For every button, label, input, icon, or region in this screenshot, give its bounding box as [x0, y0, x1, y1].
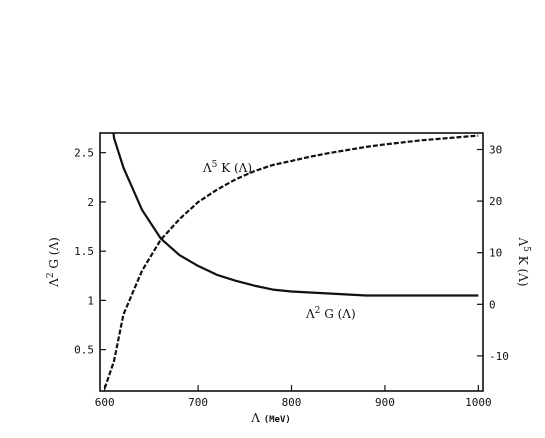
y-right-tick-label: 10	[489, 247, 502, 260]
y-left-label: Λ2 G (Λ)	[46, 237, 61, 288]
y-right-tick-label: 30	[489, 144, 502, 157]
x-tick-label: 1000	[465, 396, 492, 409]
annotation-g: Λ2 G (Λ)	[305, 306, 356, 321]
plot-frame	[99, 132, 484, 392]
y-right-tick-label: -10	[489, 350, 509, 363]
curves	[103, 133, 479, 389]
y-left-tick-label: 1.5	[74, 245, 94, 258]
x-axis-label: Λ (MeV)	[250, 411, 291, 425]
labels: Λ5 K (Λ) Λ2 G (Λ) Λ2 G (Λ) Λ5 K (Λ) Λ (MeV)	[46, 160, 531, 425]
annotation-k: Λ5 K (Λ)	[202, 160, 252, 175]
y-right-tick-label: 0	[489, 298, 496, 311]
ticks: 600 700 800 900 1000 0.5 1 1.5 2 2.5 -10 0 10 20 30	[74, 144, 509, 409]
x-tick-label: 600	[95, 396, 115, 409]
series-line-k	[103, 134, 479, 389]
x-tick-label: 900	[375, 396, 395, 409]
series-line-g	[112, 133, 479, 297]
y-right-tick-label: 20	[489, 195, 502, 208]
y-left-tick-label: 0.5	[74, 344, 94, 357]
y-left-tick-label: 2.5	[74, 147, 94, 160]
x-tick-label: 700	[188, 396, 208, 409]
y-left-tick-label: 2	[87, 196, 94, 209]
x-tick-label: 800	[282, 396, 302, 409]
y-right-label: Λ5 K (Λ)	[516, 236, 531, 286]
y-left-tick-label: 1	[87, 294, 94, 307]
